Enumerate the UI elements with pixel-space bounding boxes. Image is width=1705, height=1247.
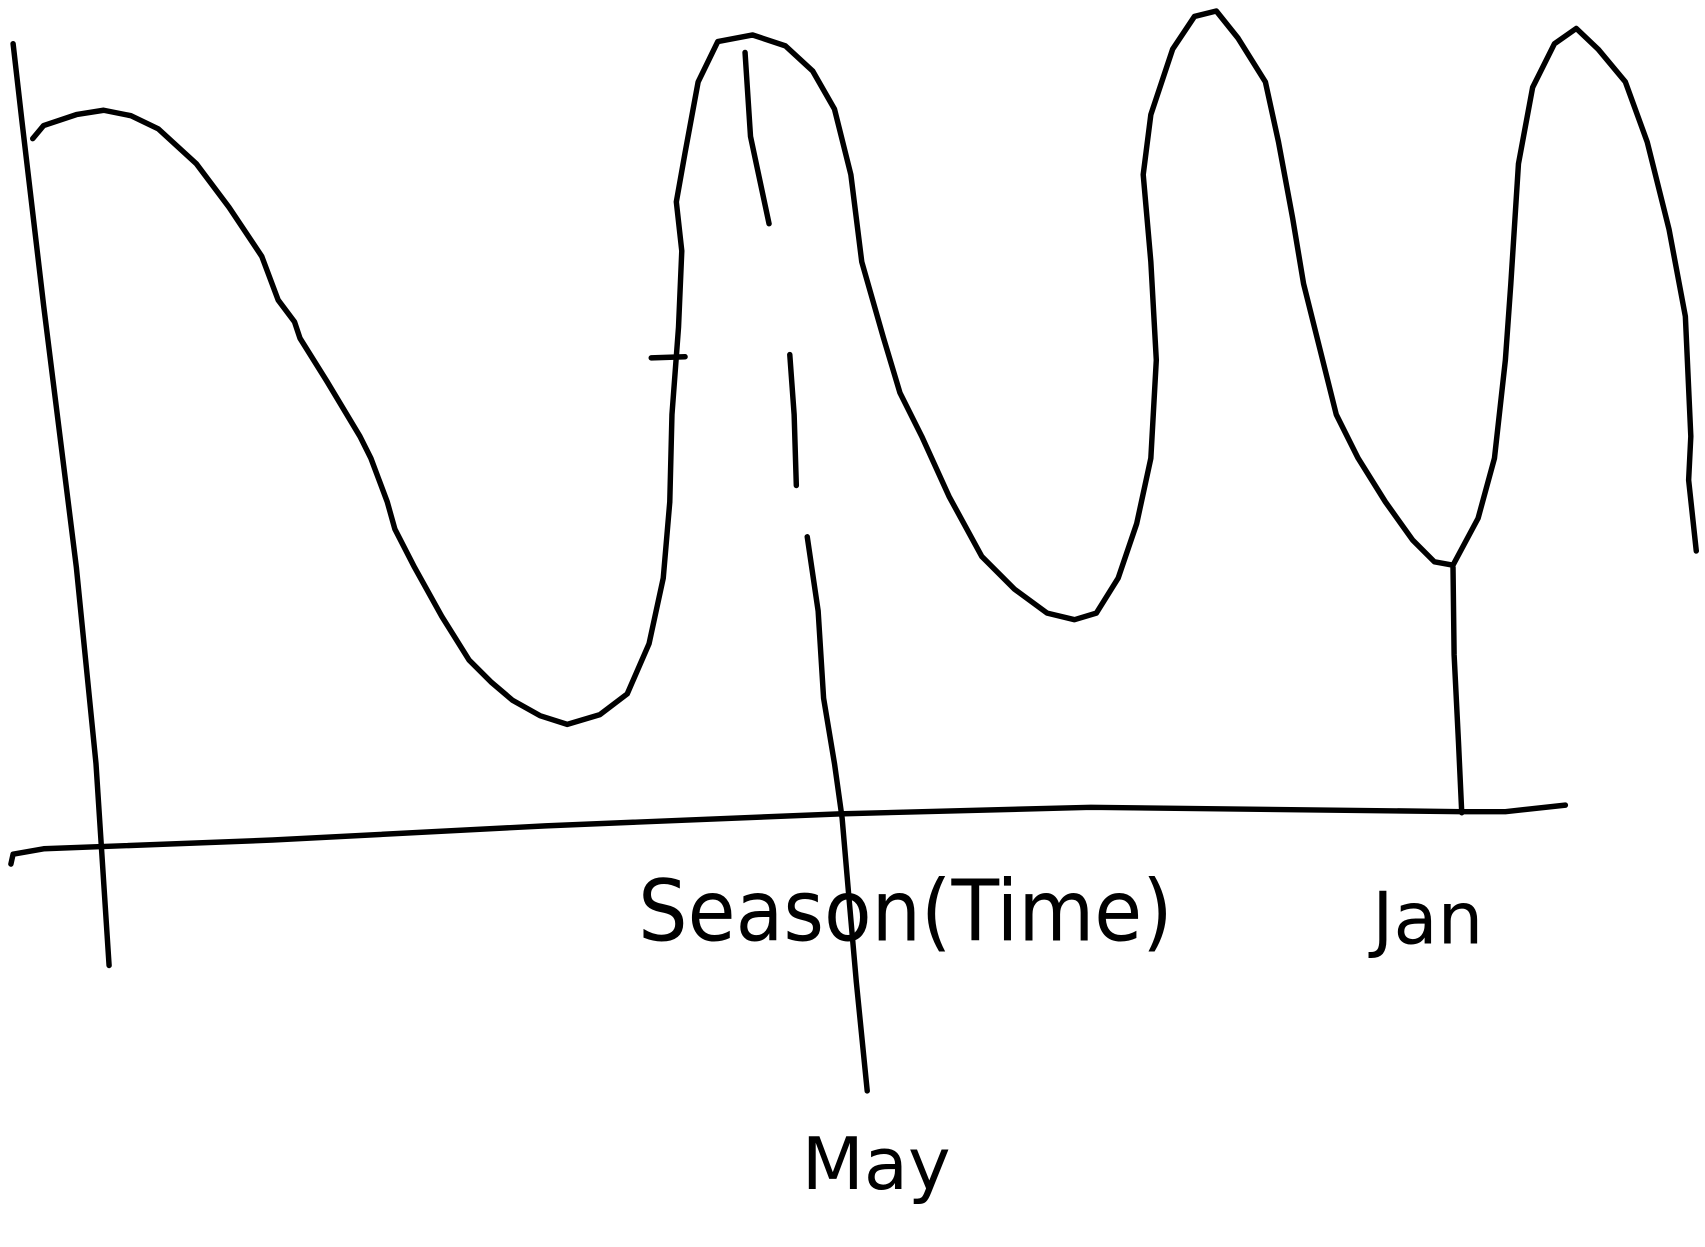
may-marker-line [790, 355, 797, 486]
tick [651, 357, 685, 358]
jan-label: Jan [1368, 877, 1483, 961]
page: Season(Time) May Jan (() => { const data… [0, 0, 1705, 1247]
x-axis [11, 805, 1565, 864]
y-axis [13, 44, 109, 966]
sketch: Season(Time) May Jan [0, 0, 1705, 1247]
may-label: May [802, 1122, 951, 1206]
may-marker-line [745, 52, 769, 223]
x-axis-label: Season(Time) [638, 862, 1173, 961]
seasonal-curve [33, 11, 1697, 724]
jan-marker-line [1453, 567, 1462, 812]
